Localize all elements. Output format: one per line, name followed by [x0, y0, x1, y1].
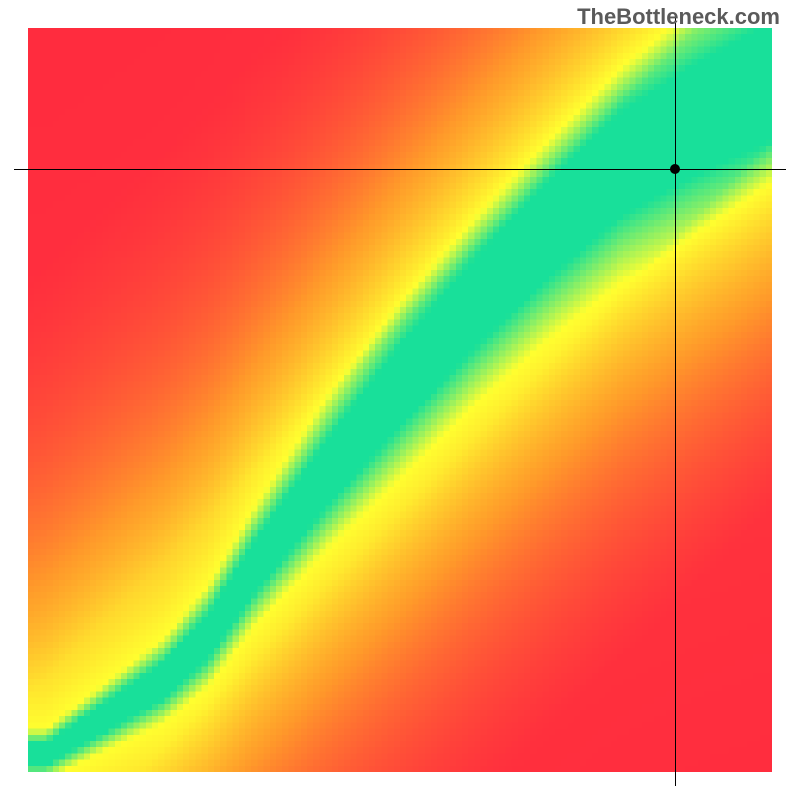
- plot-area: [28, 28, 772, 772]
- heatmap-canvas: [28, 28, 772, 772]
- crosshair-vertical: [675, 14, 676, 786]
- chart-container: TheBottleneck.com: [0, 0, 800, 800]
- crosshair-marker: [670, 164, 680, 174]
- watermark-text: TheBottleneck.com: [577, 4, 780, 30]
